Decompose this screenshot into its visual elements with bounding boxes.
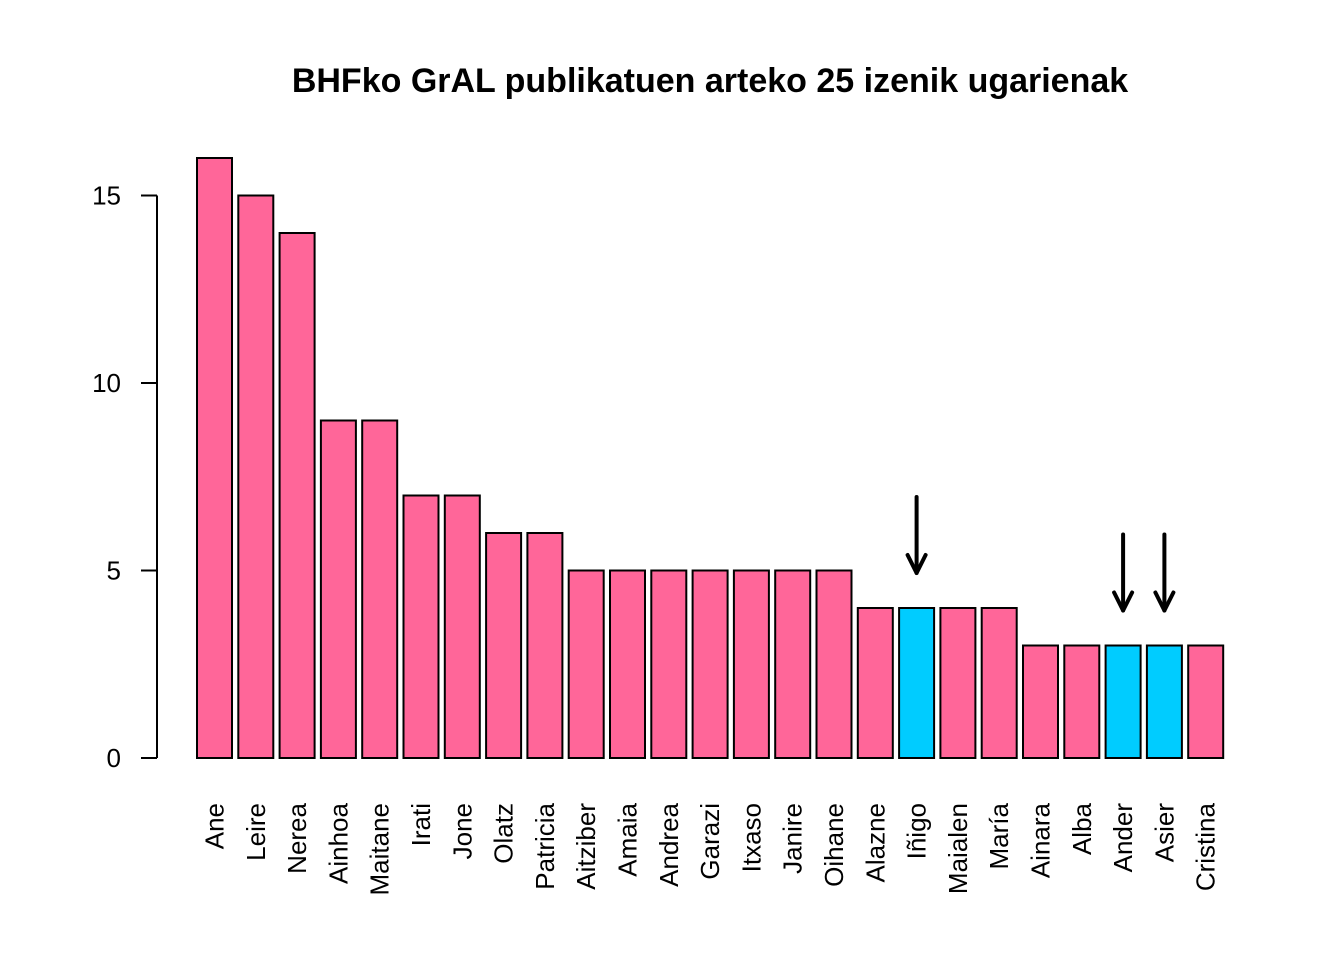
x-tick-label: María xyxy=(984,802,1014,869)
x-labels-group: Ane Leire Nerea Ainhoa Maitane Irati Jone Olatz… xyxy=(200,802,1221,895)
x-tick-label: Aitziber xyxy=(571,803,601,890)
bar-3 xyxy=(319,419,357,759)
bar-12 xyxy=(691,569,729,759)
x-tick-label: Leire xyxy=(241,803,271,861)
bar-11 xyxy=(650,569,688,759)
y-axis: 0 5 10 15 xyxy=(92,181,158,773)
bar-6 xyxy=(443,494,481,759)
bar-18 xyxy=(939,607,977,759)
bar-8 xyxy=(526,532,564,759)
x-tick-label: Oihane xyxy=(819,803,849,887)
x-tick-label: Patricia xyxy=(530,802,560,889)
bar-10 xyxy=(609,569,646,759)
bar-1 xyxy=(237,194,275,759)
annotation-arrow xyxy=(1153,532,1176,613)
x-tick-label: Asier xyxy=(1149,803,1179,863)
x-tick-label: Nerea xyxy=(282,802,312,873)
y-tick-label: 0 xyxy=(107,743,121,773)
chart-title: BHFko GrAL publikatuen arteko 25 izenik … xyxy=(292,62,1128,100)
bars-group xyxy=(196,157,1225,759)
bar-23 xyxy=(1145,644,1183,759)
bar-15 xyxy=(815,569,853,759)
annotation-arrow xyxy=(905,495,928,575)
annotations-group xyxy=(905,495,1176,613)
y-tick-label: 10 xyxy=(92,368,121,398)
x-tick-label: Janire xyxy=(778,803,808,874)
arrow-head xyxy=(1153,590,1176,613)
bar-14 xyxy=(774,569,812,759)
x-tick-label: Ane xyxy=(200,803,230,849)
x-tick-label: Itxaso xyxy=(736,803,766,872)
arrow-head xyxy=(905,553,928,575)
bar-4 xyxy=(361,419,399,759)
bar-5 xyxy=(402,494,440,759)
bar-19 xyxy=(980,607,1018,759)
x-tick-label: Alba xyxy=(1067,802,1097,855)
y-tick-label: 15 xyxy=(92,181,121,211)
x-tick-label: Andrea xyxy=(654,802,684,886)
x-tick-label: Iñigo xyxy=(902,803,932,859)
x-tick-label: Ainara xyxy=(1026,802,1056,878)
x-tick-label: Ander xyxy=(1108,803,1138,873)
x-tick-label: Jone xyxy=(447,803,477,859)
x-tick-label: Alazne xyxy=(860,803,890,883)
x-tick-label: Irati xyxy=(406,803,436,846)
bar-24 xyxy=(1187,644,1225,759)
bar-9 xyxy=(567,569,605,759)
x-tick-label: Maitane xyxy=(365,803,395,896)
bar-20 xyxy=(1022,644,1059,759)
bar-22 xyxy=(1104,644,1142,759)
bar-2 xyxy=(278,232,316,759)
x-tick-label: Garazi xyxy=(695,803,725,880)
bar-17 xyxy=(898,607,936,759)
x-tick-label: Maialen xyxy=(943,803,973,894)
x-tick-label: Cristina xyxy=(1191,802,1221,891)
y-tick-label: 5 xyxy=(107,556,121,586)
bar-0 xyxy=(196,157,233,759)
bar-7 xyxy=(485,532,523,759)
bar-21 xyxy=(1063,644,1101,759)
x-tick-label: Ainhoa xyxy=(323,802,353,883)
x-tick-label: Olatz xyxy=(489,803,519,864)
bar-13 xyxy=(732,569,770,759)
arrow-head xyxy=(1112,590,1135,613)
x-tick-label: Amaia xyxy=(613,802,643,876)
annotation-arrow xyxy=(1112,532,1135,613)
bar-16 xyxy=(856,607,894,759)
